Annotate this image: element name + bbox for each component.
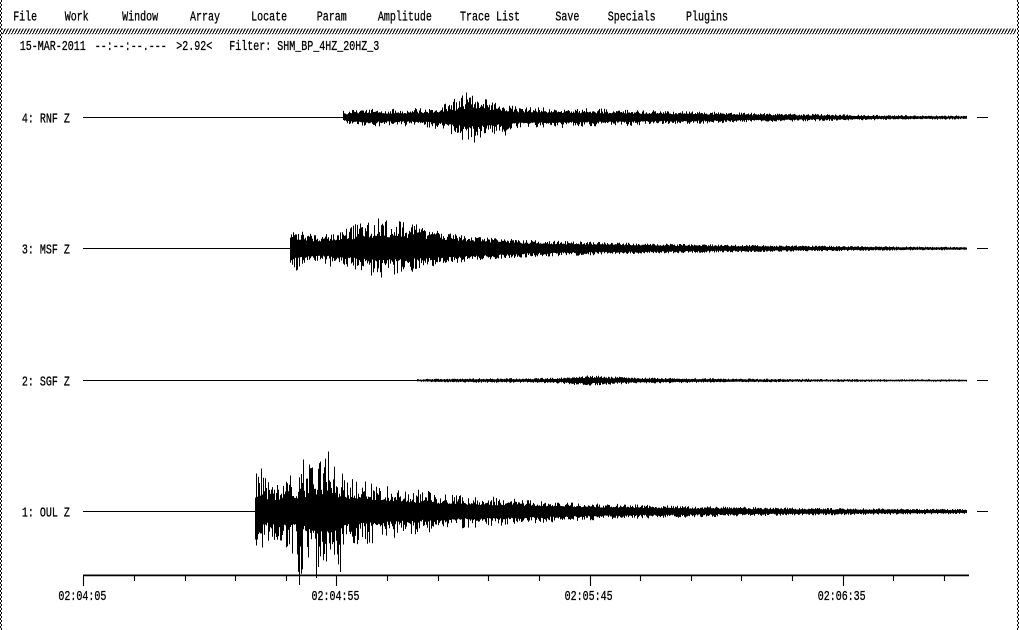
- svg-text:Save: Save: [555, 9, 579, 25]
- svg-text:Filter: SHM_BP_4HZ_20HZ_3: Filter: SHM_BP_4HZ_20HZ_3: [229, 38, 379, 54]
- svg-text:Locate: Locate: [251, 9, 287, 25]
- svg-text:02:04:05: 02:04:05: [58, 588, 106, 604]
- svg-text:02:06:35: 02:06:35: [818, 588, 866, 604]
- svg-text:1: OUL Z: 1: OUL Z: [22, 505, 70, 521]
- svg-text:3: MSF Z: 3: MSF Z: [22, 242, 70, 258]
- svg-text:File: File: [13, 9, 37, 25]
- svg-text:Plugins: Plugins: [686, 9, 728, 25]
- svg-text:02:04:55: 02:04:55: [312, 588, 360, 604]
- svg-text:2: SGF Z: 2: SGF Z: [22, 374, 70, 390]
- svg-text:Param: Param: [317, 9, 347, 25]
- svg-text:15-MAR-2011: 15-MAR-2011: [20, 38, 86, 54]
- svg-text:Trace List: Trace List: [460, 9, 520, 25]
- svg-text:Work: Work: [65, 9, 89, 25]
- svg-text:>2.92<: >2.92<: [176, 38, 212, 54]
- svg-text:4: RNF Z: 4: RNF Z: [22, 111, 70, 127]
- svg-text:--:--:--.---: --:--:--.---: [95, 38, 167, 54]
- svg-text:Specials: Specials: [608, 9, 656, 25]
- svg-text:02:05:45: 02:05:45: [565, 588, 613, 604]
- svg-text:Amplitude: Amplitude: [378, 9, 432, 25]
- svg-text:Window: Window: [122, 9, 159, 25]
- svg-text:Array: Array: [190, 9, 220, 25]
